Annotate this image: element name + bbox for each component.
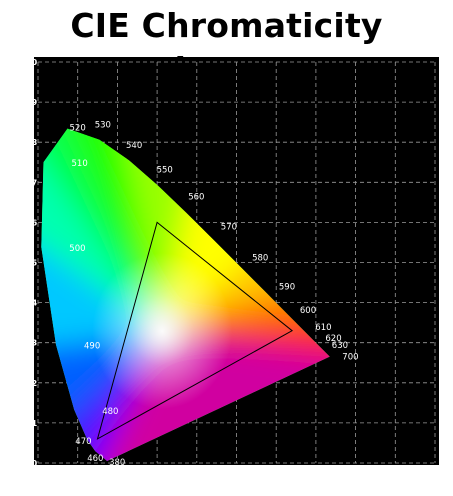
wavelength-label: 510 xyxy=(72,159,88,169)
x-tick-label: 0.5 xyxy=(229,467,244,476)
x-tick-label: 0.4 xyxy=(190,467,205,476)
y-tick-label: 0.0 xyxy=(23,459,38,468)
y-tick-label: 0.7 xyxy=(23,178,37,187)
x-tick-label: 0.2 xyxy=(110,467,124,476)
y-tick-label: 0.4 xyxy=(23,299,38,308)
wavelength-label: 500 xyxy=(69,244,85,254)
x-tick-label: 1.0 xyxy=(428,467,443,476)
x-tick-label: 0.7 xyxy=(309,467,323,476)
wavelength-label: 540 xyxy=(126,141,142,151)
wavelength-label: 520 xyxy=(70,124,86,134)
wavelength-label: 600 xyxy=(300,306,316,316)
x-tick-label: 0.1 xyxy=(71,467,86,476)
wavelength-label: 630 xyxy=(332,341,348,351)
wavelength-label: 570 xyxy=(221,222,237,232)
wavelength-label: 550 xyxy=(157,165,173,175)
wavelength-label: 560 xyxy=(188,193,204,203)
wavelength-label: 610 xyxy=(315,323,331,333)
wavelength-label: 470 xyxy=(75,437,91,447)
y-tick-label: 0.8 xyxy=(23,138,38,147)
white-point-glow xyxy=(92,253,232,409)
y-tick-label: 0.5 xyxy=(23,259,38,268)
y-tick-label: 0.9 xyxy=(23,98,38,107)
wavelength-label: 700 xyxy=(342,353,358,363)
y-tick-label: 0.2 xyxy=(23,379,37,388)
x-tick-label: 0.0 xyxy=(31,467,46,476)
y-tick-label: 0.1 xyxy=(23,419,38,428)
y-tick-label: 0.6 xyxy=(23,218,38,227)
x-tick-label: 0.8 xyxy=(349,467,364,476)
wavelength-label: 580 xyxy=(252,253,268,263)
x-tick-label: 0.3 xyxy=(150,467,164,476)
x-tick-label: 0.9 xyxy=(388,467,403,476)
x-tick-label: 0.6 xyxy=(269,467,284,476)
wavelength-label: 460 xyxy=(87,454,103,464)
wavelength-label: 480 xyxy=(102,407,118,417)
wavelength-label: 490 xyxy=(84,342,100,352)
y-tick-label: 1.0 xyxy=(23,58,38,67)
wavelength-label: 590 xyxy=(279,283,295,293)
wavelength-label: 530 xyxy=(95,121,111,131)
y-tick-label: 0.3 xyxy=(23,339,37,348)
